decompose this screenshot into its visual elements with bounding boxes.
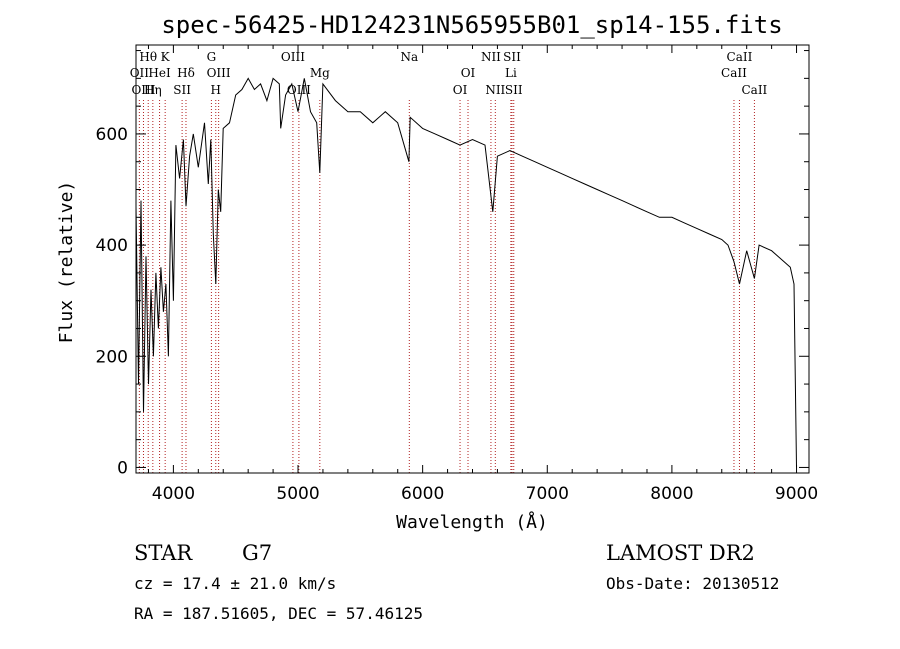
- chart-title: spec-56425-HD124231N565955B01_sp14-155.f…: [161, 11, 782, 39]
- spectrum-line: [135, 77, 797, 468]
- spectral-line-label: OI: [453, 83, 468, 97]
- spectral-line-label: Hδ: [177, 66, 195, 80]
- spectral-line-label: H: [211, 83, 221, 97]
- spectral-line-label: G: [207, 50, 217, 64]
- spectral-line-label: Hθ: [139, 50, 157, 64]
- x-tick-label: 7000: [526, 484, 569, 504]
- x-tick-label: 4000: [152, 484, 195, 504]
- spectral-line-label: NII: [485, 83, 505, 97]
- redshift-readout: cz = 17.4 ± 21.0 km/s: [134, 574, 336, 593]
- spectral-line-label: HeI: [148, 66, 171, 80]
- x-axis-ticks: 4000 5000 6000 7000 8000 9000: [147, 45, 818, 504]
- spectral-line-label: OIII: [281, 50, 305, 64]
- y-tick-label: 200: [96, 347, 128, 367]
- spectral-line-label: Mg: [310, 66, 330, 80]
- object-subclass: G7: [242, 541, 272, 565]
- x-tick-label: 6000: [401, 484, 444, 504]
- spectral-line-label: SII: [505, 83, 523, 97]
- spectral-line-label: CaII: [727, 50, 753, 64]
- coordinates-readout: RA = 187.51605, DEC = 57.46125: [134, 604, 423, 623]
- spectral-line-label: Na: [400, 50, 418, 64]
- y-axis-ticks: 0 200 400 600: [96, 50, 809, 478]
- spectral-line-label: OIII: [131, 83, 155, 97]
- spectral-line-label: NII: [481, 50, 501, 64]
- spectral-line-label: OII: [130, 66, 150, 80]
- spectral-line-markers: [138, 100, 755, 473]
- x-tick-label: 8000: [650, 484, 693, 504]
- spectral-line-label: Hη: [144, 83, 162, 97]
- observation-date: Obs-Date: 20130512: [606, 574, 779, 593]
- spectral-line-label: OIII: [207, 66, 231, 80]
- x-axis-label: Wavelength (Å): [396, 511, 548, 533]
- spectral-line-label: SII: [173, 83, 191, 97]
- y-tick-label: 400: [96, 236, 128, 256]
- x-tick-label: 9000: [775, 484, 818, 504]
- spectral-line-label: OIII: [287, 83, 311, 97]
- y-tick-label: 600: [96, 125, 128, 145]
- survey-name: LAMOST DR2: [606, 541, 755, 565]
- spectral-line-label: SII: [503, 50, 521, 64]
- object-class: STAR: [134, 541, 193, 565]
- y-axis-label: Flux (relative): [56, 181, 77, 344]
- spectral-line-label: CaII: [721, 66, 747, 80]
- y-tick-label: 0: [117, 458, 128, 478]
- spectral-line-label: K: [161, 50, 171, 64]
- spectral-line-label: CaII: [741, 83, 767, 97]
- spectral-line-label: OI: [461, 66, 476, 80]
- spectral-line-label: Li: [505, 66, 517, 80]
- x-tick-label: 5000: [276, 484, 319, 504]
